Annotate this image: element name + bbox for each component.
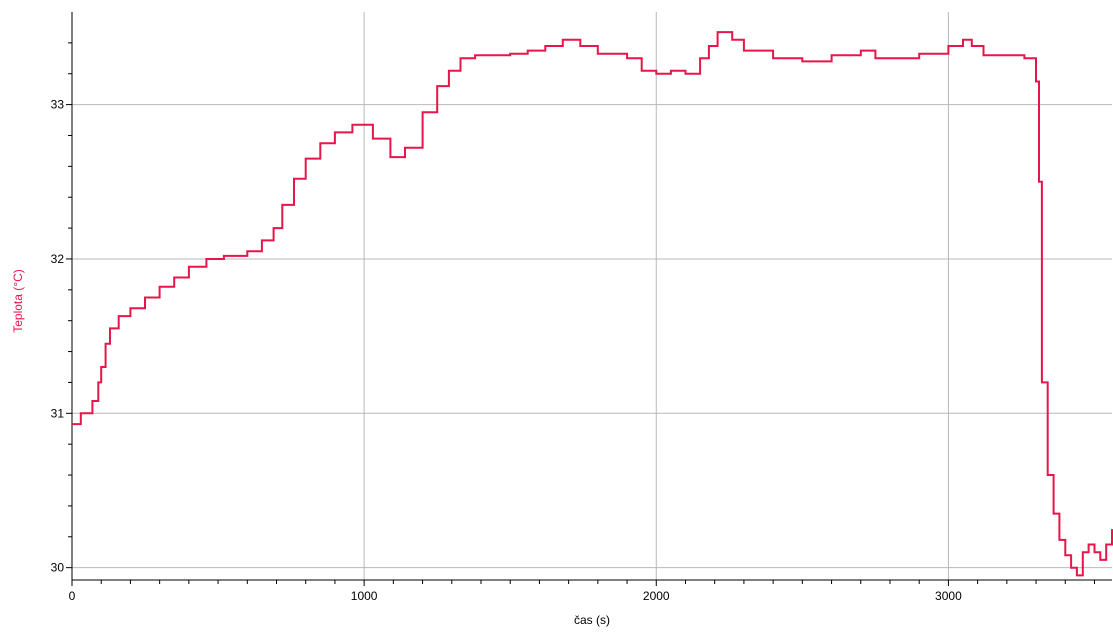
label-layer: čas (s) Teplota (°C)	[11, 269, 610, 627]
y-axis-label: Teplota (°C)	[11, 269, 25, 333]
x-tick-label: 3000	[935, 589, 962, 603]
series-layer	[72, 31, 1113, 577]
x-tick-label: 2000	[643, 589, 670, 603]
x-tick-label: 0	[69, 589, 76, 603]
axis-layer: 0 1000 2000 3000 30 31 32 33	[51, 12, 1112, 603]
grid-layer	[72, 12, 1112, 580]
y-tick-label: 32	[51, 252, 65, 266]
temperature-series-line	[72, 31, 1113, 577]
x-tick-label: 1000	[351, 589, 378, 603]
y-tick-label: 33	[51, 98, 65, 112]
y-tick-label: 30	[51, 561, 65, 575]
y-tick-label: 31	[51, 406, 65, 420]
x-axis-label: čas (s)	[574, 613, 610, 627]
